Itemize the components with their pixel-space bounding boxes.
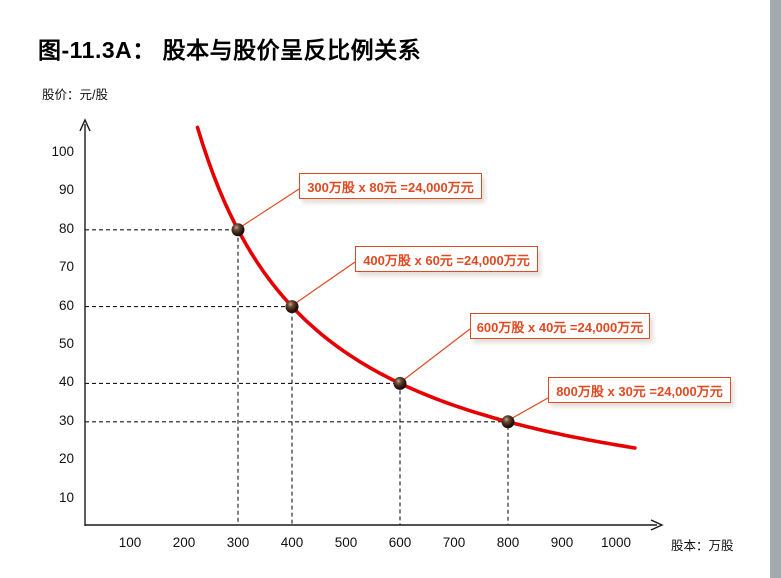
guide-dashed-line — [85, 382, 401, 525]
annotation-leader-line — [294, 261, 356, 305]
annotation-leader-line — [510, 397, 549, 420]
annotation-callout: 400万股 x 60元 =24,000万元 — [355, 246, 538, 272]
annotation-leader-line — [240, 188, 300, 228]
x-tick-label: 700 — [442, 535, 466, 550]
x-tick-label: 800 — [496, 535, 520, 550]
data-point — [501, 415, 515, 429]
x-tick-label: 200 — [172, 535, 196, 550]
x-tick-label: 900 — [550, 535, 574, 550]
data-point — [285, 300, 299, 314]
x-tick-label: 100 — [118, 535, 142, 550]
y-tick-label: 50 — [58, 336, 74, 351]
annotation-leader-line — [402, 328, 471, 381]
y-axis-label: 股价：元/股 — [42, 88, 108, 102]
x-tick-label: 400 — [280, 535, 304, 550]
y-tick-label: 80 — [58, 221, 74, 236]
y-tick-label: 20 — [58, 451, 74, 466]
annotation-callout: 300万股 x 80元 =24,000万元 — [299, 173, 482, 199]
x-tick-label: 1000 — [600, 535, 632, 550]
guide-dashed-line — [85, 306, 293, 525]
x-tick-label: 600 — [388, 535, 412, 550]
data-point — [231, 223, 245, 237]
y-tick-label: 60 — [58, 298, 74, 313]
y-tick-label: 90 — [58, 182, 74, 197]
annotation-callout: 600万股 x 40元 =24,000万元 — [470, 313, 650, 339]
y-tick-label: 10 — [58, 490, 74, 505]
y-tick-label: 100 — [51, 144, 74, 159]
y-tick-label: 40 — [58, 374, 74, 389]
y-tick-label: 30 — [58, 413, 74, 428]
page-title: 图-11.3A： 股本与股价呈反比例关系 — [38, 37, 422, 63]
annotation-callout: 800万股 x 30元 =24,000万元 — [548, 377, 731, 403]
data-point — [393, 376, 407, 390]
price-curve — [195, 125, 637, 450]
x-tick-label: 300 — [226, 535, 250, 550]
x-tick-label: 500 — [334, 535, 358, 550]
y-axis-arrow-icon — [79, 118, 91, 132]
x-axis-arrow-icon — [650, 519, 664, 531]
guide-dashed-line — [85, 421, 509, 525]
guide-dashed-line — [85, 229, 239, 525]
window-edge — [770, 0, 781, 578]
y-tick-label: 70 — [58, 259, 74, 274]
x-axis-label: 股本：万股 — [671, 539, 734, 553]
